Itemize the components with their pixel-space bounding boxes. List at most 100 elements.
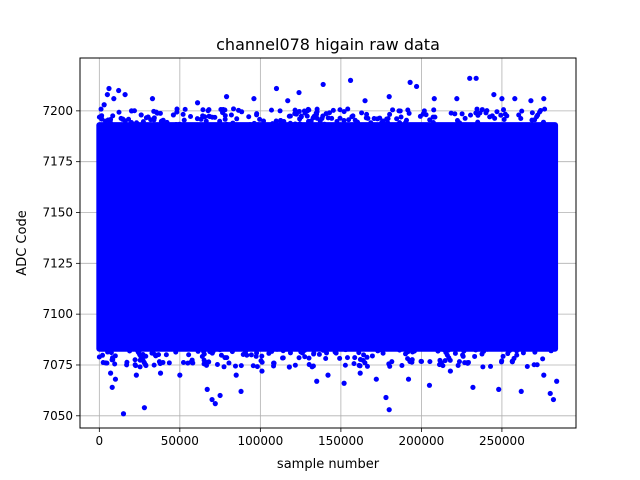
- data-point: [99, 116, 105, 122]
- data-point: [287, 120, 293, 126]
- data-point: [536, 346, 542, 352]
- data-point: [251, 96, 257, 102]
- data-point: [540, 119, 546, 125]
- data-point: [199, 353, 205, 359]
- data-point: [273, 85, 280, 92]
- data-point: [133, 363, 139, 369]
- data-point: [409, 357, 415, 363]
- data-point: [514, 348, 520, 354]
- data-point: [258, 358, 264, 364]
- data-point: [180, 111, 186, 117]
- data-point: [164, 119, 170, 125]
- data-point: [186, 352, 192, 358]
- data-point: [170, 112, 177, 118]
- data-point: [405, 347, 411, 353]
- data-point: [311, 351, 317, 357]
- data-point: [271, 360, 277, 366]
- data-point: [296, 89, 302, 96]
- data-point: [361, 352, 367, 358]
- data-point: [103, 346, 109, 352]
- data-point: [173, 122, 179, 128]
- x-tick-label: 100000: [237, 434, 283, 448]
- data-point: [327, 110, 333, 116]
- y-tick-label: 7125: [42, 256, 73, 270]
- data-point: [480, 364, 486, 370]
- data-point: [297, 121, 303, 127]
- data-point: [366, 346, 372, 352]
- data-point: [345, 106, 351, 112]
- data-point: [418, 358, 424, 364]
- data-point: [341, 109, 347, 115]
- data-point: [157, 370, 164, 376]
- data-point: [143, 115, 149, 121]
- data-point: [514, 352, 520, 358]
- data-point: [319, 115, 325, 121]
- data-point: [468, 112, 474, 118]
- data-point: [314, 109, 320, 115]
- y-axis-ticks: 7050 7075 7100 7125 7150 7175 7200: [42, 104, 80, 423]
- data-point: [547, 390, 553, 397]
- data-point: [201, 349, 207, 355]
- data-point: [101, 102, 107, 108]
- data-point: [459, 111, 465, 117]
- data-point: [298, 113, 304, 119]
- data-point: [301, 108, 307, 114]
- data-point: [427, 359, 433, 365]
- x-axis-label: sample number: [277, 457, 380, 472]
- data-point: [349, 114, 355, 120]
- data-point: [298, 349, 304, 355]
- data-point: [306, 107, 312, 113]
- data-point: [464, 360, 470, 366]
- data-point: [432, 114, 438, 120]
- data-point: [222, 113, 228, 119]
- data-point: [321, 121, 327, 127]
- data-point: [430, 119, 436, 125]
- data-point: [116, 109, 122, 115]
- data-point: [292, 362, 298, 368]
- data-point: [120, 411, 127, 417]
- data-point: [316, 351, 322, 357]
- data-point: [397, 347, 403, 353]
- data-point: [352, 355, 358, 361]
- data-point: [306, 118, 312, 124]
- data-point: [457, 122, 463, 128]
- data-point: [247, 122, 253, 128]
- data-point: [112, 376, 119, 382]
- data-point: [204, 386, 210, 392]
- x-axis-ticks: 0 50000 100000 150000 200000 250000: [96, 428, 525, 448]
- data-point: [396, 108, 402, 114]
- data-point: [127, 348, 133, 354]
- data-point: [431, 96, 437, 102]
- data-point: [452, 350, 458, 356]
- data-point: [151, 108, 157, 114]
- data-point: [111, 96, 117, 102]
- data-point: [292, 111, 298, 117]
- data-point: [188, 114, 194, 120]
- data-point: [220, 106, 226, 112]
- data-point: [150, 349, 156, 355]
- data-point: [305, 346, 311, 352]
- data-point: [248, 352, 254, 358]
- data-point: [542, 106, 548, 112]
- data-point: [214, 362, 220, 368]
- data-point: [332, 349, 338, 355]
- data-point: [209, 396, 215, 403]
- data-point: [342, 362, 348, 368]
- x-tick-label: 0: [96, 434, 104, 448]
- data-point: [134, 120, 140, 126]
- data-point: [151, 362, 157, 368]
- data-point: [238, 363, 244, 369]
- data-point: [108, 116, 114, 122]
- data-point: [255, 122, 261, 128]
- data-point: [447, 368, 453, 374]
- data-point: [273, 118, 279, 124]
- data-point: [159, 118, 165, 124]
- data-point: [202, 114, 208, 120]
- data-point: [96, 354, 102, 360]
- data-point: [341, 380, 347, 386]
- data-point: [166, 360, 172, 366]
- data-point: [124, 362, 130, 368]
- data-point: [304, 113, 310, 119]
- data-point: [474, 106, 480, 112]
